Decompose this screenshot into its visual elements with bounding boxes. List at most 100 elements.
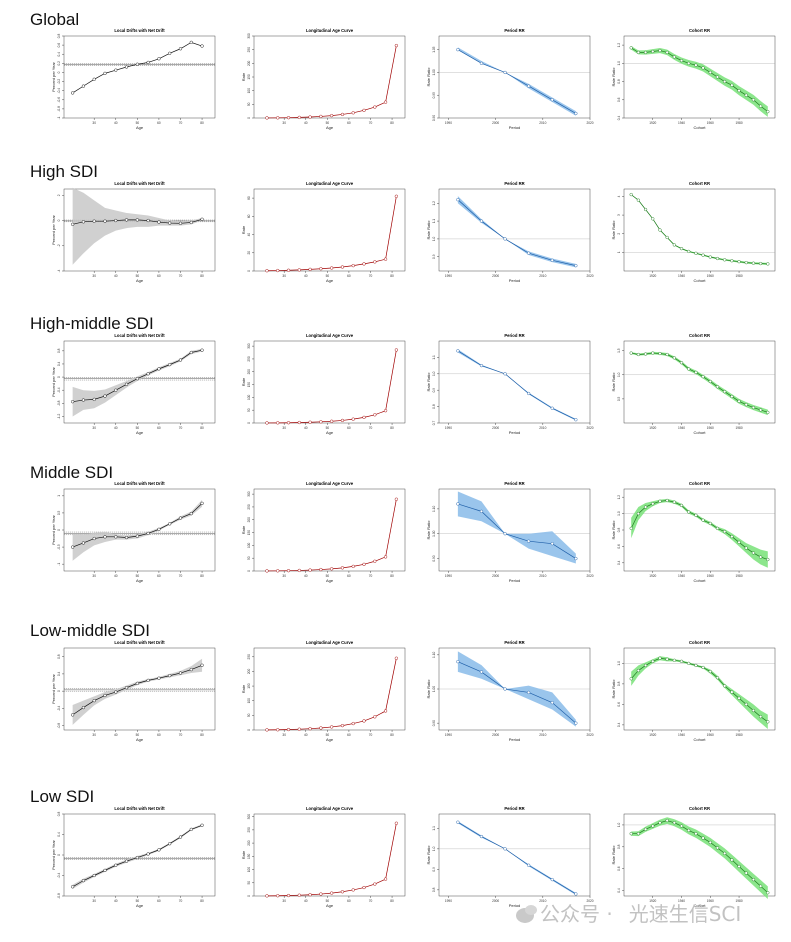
y-tick-label: -0.8 (57, 400, 61, 406)
cohort-chart: Cohort RR 0.5 1.0 1.5 1920 1940 1960 1980 Cohort… (611, 333, 776, 435)
x-tick-label: 50 (136, 426, 140, 430)
data-point (189, 511, 193, 516)
x-tick-label: 1920 (649, 574, 656, 578)
data-point (665, 235, 669, 240)
data-point (168, 362, 172, 367)
data-point (751, 98, 756, 102)
y-axis-label: Percent per Year (51, 214, 56, 244)
data-point (168, 842, 172, 846)
data-point (715, 526, 720, 530)
y-axis-label: Rate (241, 525, 246, 534)
confidence-band (72, 42, 203, 93)
x-axis-label: Period (509, 125, 521, 130)
data-point (766, 410, 770, 415)
x-axis-label: Age (326, 903, 334, 908)
data-point (629, 192, 633, 197)
y-tick-label: 0.9 (432, 254, 436, 259)
y-axis-label: Rate Ratio (611, 845, 616, 865)
plot-frame (623, 647, 776, 731)
y-tick-label: 150 (247, 530, 251, 536)
y-tick-label: 80 (247, 196, 251, 200)
y-tick-label: -2 (57, 244, 61, 247)
confidence-band (631, 656, 768, 729)
series-line (457, 503, 577, 559)
data-point (503, 372, 507, 376)
y-tick-label: 1.05 (432, 46, 436, 52)
data-point (456, 660, 460, 664)
series-line (266, 45, 397, 119)
x-tick-label: 1990 (445, 733, 452, 737)
y-tick-label: 1.5 (617, 348, 621, 353)
data-point (527, 539, 531, 543)
y-tick-label: 0.4 (617, 888, 621, 893)
x-tick-label: 2010 (539, 574, 546, 578)
x-tick-label: 50 (136, 574, 140, 578)
x-tick-label: 1960 (707, 274, 714, 278)
row-label: Low SDI (30, 787, 95, 806)
y-axis-label: Rate (241, 377, 246, 386)
data-point (178, 671, 183, 675)
data-point (71, 885, 75, 889)
data-point (200, 44, 204, 48)
y-tick-label: 0 (57, 376, 61, 378)
data-point (715, 75, 720, 79)
y-tick-label: 200 (247, 517, 251, 523)
x-tick-label: 80 (200, 574, 204, 578)
data-point (168, 221, 172, 225)
data-point (276, 268, 280, 273)
y-tick-label: -1 (57, 116, 61, 119)
data-point (124, 382, 129, 386)
x-tick-label: 30 (92, 121, 96, 125)
data-point (265, 569, 269, 573)
data-point (744, 702, 748, 706)
plot-frame (623, 188, 776, 272)
y-tick-label: 1.0 (617, 372, 621, 377)
data-point (189, 827, 193, 831)
data-point (81, 398, 86, 402)
data-point (189, 350, 193, 355)
period-panel-title: Period RR (504, 806, 524, 811)
period-panel-title: Period RR (504, 181, 524, 186)
data-point (92, 536, 96, 541)
y-tick-label: 50 (247, 102, 251, 106)
period-chart: Period RR 0.90 1.00 1.10 1990 2000 2010 2020 Per… (426, 481, 594, 583)
y-tick-label: 2 (57, 194, 61, 196)
data-point (723, 79, 727, 84)
data-point (362, 719, 366, 723)
plot-frame (253, 340, 406, 424)
data-point (527, 863, 531, 867)
data-point (744, 260, 748, 265)
data-point (636, 198, 641, 202)
data-point (651, 49, 655, 54)
row-label: High-middle SDI (30, 314, 154, 333)
x-tick-label: 60 (347, 733, 351, 737)
data-point (135, 377, 139, 381)
cohort-panel: Cohort RR 0.5 1.0 1.5 1920 1940 1960 1980 Cohort… (610, 315, 790, 450)
data-point (687, 661, 691, 665)
data-point (351, 111, 355, 115)
y-tick-label: 1 (617, 251, 621, 253)
y-axis-label: Rate (241, 72, 246, 81)
x-axis-label: Cohort (693, 903, 706, 908)
y-tick-label: 60 (247, 214, 251, 218)
drift-panel-title: Local Drifts with Net Drift (114, 640, 165, 645)
watermark: 公众号 · 光速生信SCI (516, 898, 741, 927)
data-point (276, 116, 280, 120)
data-point (319, 420, 323, 424)
data-point (574, 264, 578, 268)
y-tick-label: 250 (247, 827, 251, 833)
data-point (71, 222, 75, 226)
data-point (265, 421, 269, 425)
series-line (630, 657, 769, 723)
drift-panel: Local Drifts with Net Drift -1 -0.8 -0.6 -0.… (50, 10, 230, 145)
data-point (679, 824, 684, 828)
y-tick-label: 300 (247, 343, 251, 349)
y-tick-label: 0.9 (432, 867, 436, 872)
age-chart: Longitudinal Age Curve 0 20 40 60 80 30 40 50 60 7… (241, 181, 406, 283)
drift-panel: Local Drifts with Net Drift -1.2 -0.8 -0.4 0… (50, 315, 230, 450)
x-tick-label: 70 (369, 426, 373, 430)
series-line (457, 350, 576, 421)
data-point (340, 723, 345, 728)
x-tick-label: 1940 (678, 574, 685, 578)
x-tick-label: 60 (347, 574, 351, 578)
